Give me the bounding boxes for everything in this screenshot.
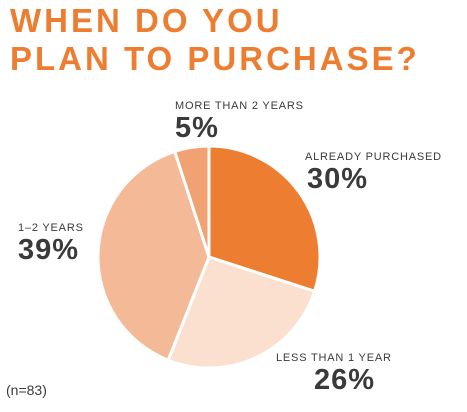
pie-slice-already-purchased [207,144,322,293]
pie-slice-less-than-1-year [166,255,317,370]
label-less-than-1-year: LESS THAN 1 YEAR 26% [276,353,392,395]
slice-value-1-2-years: 39% [18,234,80,266]
slice-value-more-than-2-years: 5% [175,112,219,144]
label-more-than-2-years: MORE THAN 2 YEARS 5% [175,101,304,143]
slice-value-less-than-1-year: 26% [314,364,376,396]
title-line-1: WHEN DO YOU [10,2,283,39]
sample-size-note: (n=83) [6,382,47,398]
slice-name-already-purchased: ALREADY PURCHASED [305,151,442,163]
label-already-purchased: ALREADY PURCHASED 30% [305,152,442,194]
slice-name-1-2-years: 1–2 YEARS [18,222,84,234]
slice-value-already-purchased: 30% [307,163,369,195]
slice-name-less-than-1-year: LESS THAN 1 YEAR [276,352,392,364]
pie-slice-more-than-2-years [173,144,211,259]
label-1-2-years: 1–2 YEARS 39% [18,223,84,265]
pie-slice-1-2-years [96,149,211,362]
title-line-2: PLAN TO PURCHASE? [10,40,420,77]
chart-title: WHEN DO YOU PLAN TO PURCHASE? [10,2,420,78]
slice-name-more-than-2-years: MORE THAN 2 YEARS [175,100,304,112]
